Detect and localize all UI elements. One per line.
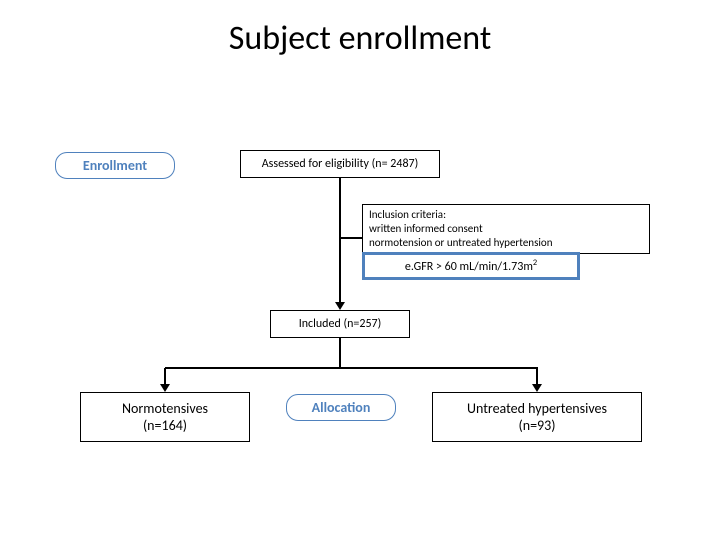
edge-included-split <box>339 338 341 368</box>
edge-assessed-included <box>339 178 341 302</box>
untreated-line-1: Untreated hypertensives <box>467 400 607 418</box>
inclusion-line-1: Inclusion criteria: <box>369 208 552 222</box>
enrollment-pill-label: Enrollment <box>83 157 147 174</box>
edge-split-h <box>165 367 538 369</box>
normotensives-box: Normotensives (n=164) <box>80 392 250 442</box>
untreated-line-2: (n=93) <box>467 417 607 435</box>
inclusion-criteria-box: Inclusion criteria: written informed con… <box>362 204 650 254</box>
page-title: Subject enrollment <box>0 18 720 59</box>
arrow-included <box>335 302 345 310</box>
egfr-label: e.GFR > 60 mL/min/1.73m <box>405 260 533 274</box>
egfr-sup: 2 <box>533 258 537 268</box>
allocation-pill: Allocation <box>286 394 396 421</box>
untreated-box: Untreated hypertensives (n=93) <box>432 392 642 442</box>
normo-line-1: Normotensives <box>122 400 208 418</box>
enrollment-pill: Enrollment <box>55 152 175 179</box>
inclusion-line-3: normotension or untreated hypertension <box>369 236 552 250</box>
assessed-box: Assessed for eligibility (n= 2487) <box>240 150 440 178</box>
arrow-normo <box>160 384 170 392</box>
normo-line-2: (n=164) <box>122 417 208 435</box>
edge-right-down <box>536 368 538 384</box>
assessed-label: Assessed for eligibility (n= 2487) <box>262 157 419 172</box>
egfr-box: e.GFR > 60 mL/min/1.73m2 <box>362 252 580 280</box>
inclusion-line-2: written informed consent <box>369 222 552 236</box>
arrow-untreated <box>532 384 542 392</box>
allocation-pill-label: Allocation <box>312 399 371 416</box>
edge-to-inclusion <box>340 237 362 239</box>
edge-left-down <box>164 368 166 384</box>
included-box: Included (n=257) <box>270 310 410 338</box>
included-label: Included (n=257) <box>299 317 382 332</box>
